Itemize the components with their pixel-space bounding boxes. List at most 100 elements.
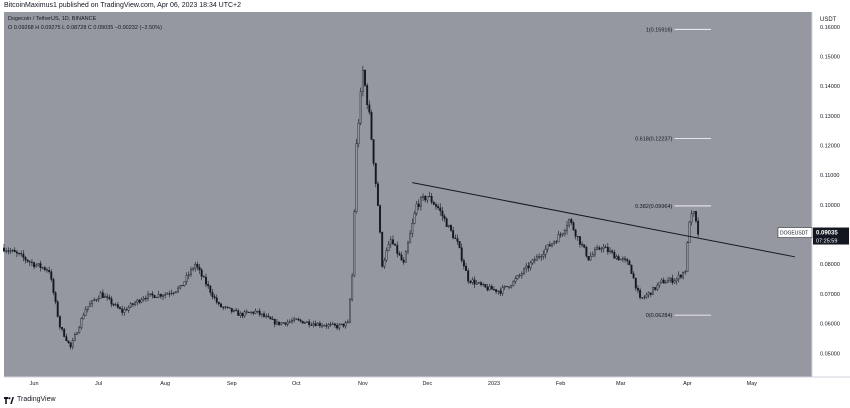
candle-body bbox=[93, 299, 96, 301]
candle-body bbox=[86, 306, 89, 310]
candle-body bbox=[636, 288, 639, 291]
last-price-box bbox=[813, 227, 849, 245]
candle-body bbox=[563, 230, 566, 234]
candle-body bbox=[282, 322, 285, 324]
candle-body bbox=[359, 91, 362, 124]
candle-body bbox=[473, 279, 476, 285]
symbol-tag-label: DOGEUSDT bbox=[780, 231, 808, 237]
candle-body bbox=[602, 246, 605, 249]
candle-body bbox=[63, 328, 66, 337]
candle-body bbox=[61, 327, 63, 330]
candle-body bbox=[129, 303, 132, 308]
candle-body bbox=[312, 323, 315, 326]
candle-body bbox=[125, 309, 128, 311]
candle-body bbox=[159, 294, 162, 297]
candle-body bbox=[37, 263, 40, 266]
chart-area[interactable]: Dogecoin / TetherUS, 1D, BINANCE O 0.0926… bbox=[0, 12, 850, 388]
candle-body bbox=[46, 269, 48, 271]
candle-body bbox=[349, 299, 351, 323]
candle-body bbox=[69, 342, 72, 348]
candle-body bbox=[574, 229, 577, 237]
candle-body bbox=[138, 299, 141, 303]
candle-body bbox=[510, 285, 513, 288]
candle-body bbox=[91, 300, 94, 305]
candle-body bbox=[364, 70, 366, 86]
candle-body bbox=[269, 316, 272, 320]
candle-body bbox=[578, 236, 581, 245]
candle-body bbox=[439, 207, 442, 212]
candle-body bbox=[533, 259, 536, 261]
candle-body bbox=[217, 302, 220, 305]
candle-body bbox=[9, 250, 12, 252]
x-tick-label: Jul bbox=[95, 381, 102, 387]
candle-body bbox=[56, 301, 59, 317]
candle-body bbox=[594, 249, 596, 255]
tradingview-logo[interactable]: TradingView bbox=[4, 392, 56, 408]
candle-body bbox=[428, 196, 431, 198]
candle-body bbox=[357, 122, 360, 144]
candle-body bbox=[275, 321, 278, 325]
candle-body bbox=[606, 246, 609, 253]
candle-body bbox=[18, 252, 20, 254]
candle-body bbox=[675, 278, 678, 282]
candlestick-chart[interactable]: Dogecoin / TetherUS, 1D, BINANCE O 0.0926… bbox=[0, 12, 850, 388]
candle-body bbox=[621, 258, 624, 260]
fib-level-label: 0.382(0.09964) bbox=[635, 204, 672, 210]
candle-body bbox=[127, 307, 130, 311]
candle-body bbox=[192, 268, 195, 270]
candle-body bbox=[381, 232, 384, 267]
candle-body bbox=[630, 264, 633, 274]
candle-body bbox=[501, 287, 504, 294]
candle-body bbox=[469, 281, 472, 283]
candle-body bbox=[697, 220, 700, 235]
candle-body bbox=[155, 296, 158, 298]
candle-body bbox=[280, 322, 283, 325]
candle-body bbox=[291, 320, 293, 322]
candle-body bbox=[48, 270, 51, 272]
candle-body bbox=[480, 282, 483, 285]
candle-body bbox=[589, 256, 592, 261]
candle-body bbox=[288, 321, 291, 323]
candle-body bbox=[301, 320, 304, 324]
descending-trendline[interactable] bbox=[412, 182, 795, 258]
candle-body bbox=[557, 234, 560, 243]
candle-body bbox=[157, 294, 160, 298]
candle-body bbox=[695, 211, 697, 222]
candle-body bbox=[172, 292, 175, 294]
candle-body bbox=[422, 196, 424, 198]
candle-body bbox=[230, 308, 233, 312]
candle-body bbox=[576, 236, 579, 238]
candle-body bbox=[338, 324, 341, 329]
candle-body bbox=[432, 201, 435, 205]
x-tick-label: 2023 bbox=[488, 381, 500, 387]
candle-body bbox=[101, 292, 104, 298]
candle-body bbox=[97, 298, 100, 300]
candle-body bbox=[121, 308, 124, 313]
candle-body bbox=[293, 318, 296, 321]
candle-body bbox=[426, 196, 429, 201]
candle-body bbox=[222, 306, 225, 308]
candle-body bbox=[26, 259, 29, 262]
candle-body bbox=[583, 244, 586, 248]
candle-body bbox=[540, 256, 543, 258]
candle-body bbox=[220, 303, 222, 308]
candle-body bbox=[400, 254, 403, 261]
candle-body bbox=[265, 315, 268, 317]
candle-body bbox=[525, 265, 528, 270]
candle-body bbox=[437, 206, 440, 209]
candle-body bbox=[22, 253, 25, 258]
candle-body bbox=[258, 310, 261, 315]
candle-body bbox=[658, 281, 661, 286]
candle-body bbox=[465, 265, 467, 271]
candle-body bbox=[235, 309, 238, 311]
candle-body bbox=[652, 287, 654, 295]
candle-body bbox=[303, 322, 306, 324]
candle-body bbox=[679, 274, 682, 278]
x-tick-label: May bbox=[747, 381, 758, 387]
candle-body bbox=[529, 262, 532, 269]
candle-body bbox=[166, 293, 169, 295]
candle-body bbox=[271, 318, 274, 320]
symbol-tag bbox=[777, 227, 813, 238]
candle-body bbox=[104, 296, 106, 298]
candle-body bbox=[385, 250, 388, 261]
